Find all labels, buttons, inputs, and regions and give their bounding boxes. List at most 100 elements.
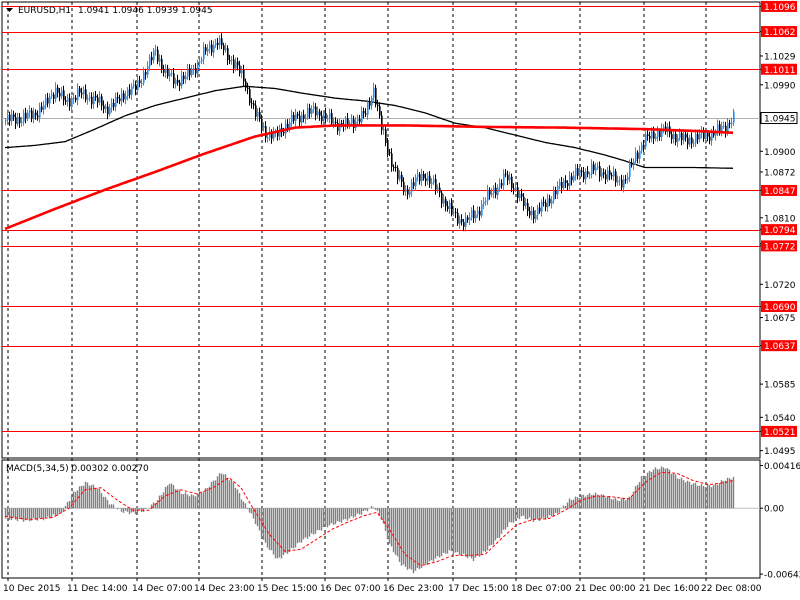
candle-body [51, 94, 53, 97]
candle-body [571, 176, 573, 181]
candle-body [109, 107, 111, 115]
candle-body [331, 113, 333, 124]
candle-body [205, 47, 207, 52]
candle-body [449, 203, 451, 210]
candle-body [595, 167, 597, 171]
price-level-tag [761, 300, 797, 312]
candle-body [471, 210, 473, 218]
time-axis[interactable]: 10 Dec 2015 11 Dec 14:00 14 Dec 07:00 14 De… [3, 578, 762, 594]
candle-body [131, 86, 133, 95]
candle-body [661, 128, 663, 137]
candle-body [359, 119, 361, 123]
candle-body [511, 176, 513, 189]
candle-body [179, 82, 181, 86]
candle-body [245, 81, 247, 88]
candle-body [583, 171, 585, 180]
candle-body [521, 193, 523, 197]
candle-body [233, 59, 235, 69]
macd-signal [4, 471, 734, 567]
candle-body [345, 118, 347, 127]
candle-body [507, 174, 509, 181]
candle-body [153, 50, 155, 61]
candle-body [293, 114, 295, 121]
candle-body [63, 90, 65, 101]
candle-body [183, 75, 185, 80]
candle-body [327, 118, 329, 120]
candle-body [235, 61, 237, 69]
candle-body [211, 44, 213, 53]
candle-body [547, 198, 549, 207]
candle-body [441, 192, 443, 204]
macd-axis[interactable]: 0.00416 0.00 -0.00642 [760, 462, 800, 581]
candle-body [389, 152, 391, 154]
price-tick-label: 1.0720 [764, 281, 796, 291]
candle-body [505, 173, 507, 175]
candle-body [425, 178, 427, 182]
candle-body [683, 134, 685, 141]
candle-body [659, 131, 661, 138]
candle-body [587, 171, 589, 175]
candle-body [347, 118, 349, 125]
macd-signal-line [4, 471, 734, 567]
price-axis[interactable]: 1.1096 1.1062 1.1029 1.1011 1.0990 1.0945 1.09… [760, 0, 798, 457]
candle-body [287, 123, 289, 129]
candle-body [515, 187, 517, 190]
candle-body [413, 182, 415, 187]
price-tick-label: 1.0810 [764, 214, 796, 224]
price-level-tag [761, 184, 797, 196]
candle-body [663, 126, 665, 129]
candle-body [467, 217, 469, 220]
candle-body [261, 119, 263, 129]
candle-body [139, 80, 141, 84]
candle-body [397, 168, 399, 180]
candle-body [577, 168, 579, 176]
candle-body [731, 122, 733, 124]
candle-body [469, 217, 471, 220]
current-price-label: 1.0945 [764, 115, 796, 125]
candle-body [99, 96, 101, 103]
candle-body [39, 106, 41, 118]
candle-body [25, 112, 27, 119]
candle-body [561, 182, 563, 189]
candle-body [265, 126, 267, 138]
candle-body [435, 179, 437, 190]
candle-body [539, 207, 541, 212]
candle-body [181, 75, 183, 86]
candle-body [599, 166, 601, 177]
candle-body [259, 112, 261, 120]
vertical-grid [7, 2, 707, 578]
candle-body [11, 114, 13, 122]
dropdown-triangle-icon[interactable] [6, 8, 13, 12]
candle-body [617, 180, 619, 183]
time-tick-label: 17 Dec 15:00 [448, 584, 509, 594]
candle-body [201, 59, 203, 62]
candle-body [273, 132, 275, 139]
candle-body [541, 201, 543, 212]
candle-body [443, 199, 445, 204]
candle-body [473, 210, 475, 219]
candle-body [419, 174, 421, 181]
candle-body [417, 174, 419, 178]
candle-body [189, 68, 191, 76]
candle-body [357, 119, 359, 122]
candle-body [45, 97, 47, 106]
candle-body [637, 152, 639, 159]
candle-body [475, 214, 477, 219]
candle-body [315, 106, 317, 116]
candle-body [653, 131, 655, 139]
candle-body [113, 102, 115, 107]
candle-body [409, 191, 411, 195]
candle-body [67, 98, 69, 102]
candle-body [33, 112, 35, 119]
candle-body [195, 68, 197, 74]
candle-body [651, 131, 653, 139]
price-level-label: 1.0772 [764, 242, 796, 252]
candle-body [697, 134, 699, 140]
candle-body [97, 97, 99, 103]
price-level-label: 1.1062 [764, 28, 796, 38]
candle-body [363, 111, 365, 114]
candle-body [341, 123, 343, 125]
candle-body [627, 177, 629, 180]
candle-body [685, 134, 687, 138]
